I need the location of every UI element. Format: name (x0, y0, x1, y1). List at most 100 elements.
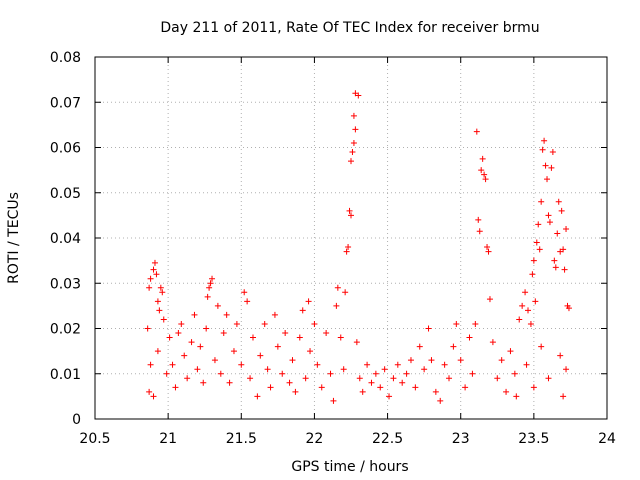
data-point (271, 311, 278, 318)
data-point (150, 266, 157, 273)
data-point (254, 393, 261, 400)
data-point (147, 275, 154, 282)
data-point (551, 257, 558, 264)
data-point (296, 334, 303, 341)
x-tick-label: 20.5 (79, 431, 110, 447)
y-axis-label: ROTI / TECUs (6, 192, 22, 284)
data-point (181, 352, 188, 359)
data-point (412, 384, 419, 391)
data-point (432, 388, 439, 395)
y-tick-label: 0.03 (50, 276, 81, 292)
data-point (348, 158, 354, 165)
y-tick-label: 0.04 (50, 231, 81, 247)
data-point (446, 375, 453, 382)
data-point (220, 330, 227, 337)
data-point (503, 388, 510, 395)
data-point (545, 375, 552, 382)
x-tick-label: 22.5 (372, 431, 403, 447)
x-tick-label: 22 (306, 431, 324, 447)
data-point (350, 112, 357, 119)
data-point (169, 361, 176, 368)
data-point (523, 361, 530, 368)
data-point (546, 219, 553, 226)
data-point (330, 397, 337, 404)
data-point (489, 339, 496, 346)
data-point (494, 375, 501, 382)
data-point (479, 155, 486, 162)
data-point (194, 366, 201, 373)
data-point (466, 334, 473, 341)
data-point (563, 366, 570, 373)
data-point (425, 325, 432, 332)
data-point (172, 384, 179, 391)
data-point (359, 388, 366, 395)
data-point (314, 361, 321, 368)
data-point (203, 325, 210, 332)
data-point (289, 357, 296, 364)
data-point (372, 370, 379, 377)
data-point (441, 361, 448, 368)
data-point (421, 366, 428, 373)
data-point (166, 334, 173, 341)
data-point (450, 343, 457, 350)
data-point (525, 307, 532, 314)
data-point (507, 348, 514, 355)
data-point (532, 298, 539, 305)
data-point (552, 264, 559, 271)
x-tick-label: 21.5 (226, 431, 257, 447)
data-point (327, 370, 334, 377)
data-point (349, 149, 356, 156)
data-point (557, 352, 564, 359)
data-point (535, 221, 542, 228)
data-point (184, 375, 191, 382)
data-point (516, 316, 523, 323)
data-point (533, 239, 540, 246)
data-point (302, 375, 309, 382)
data-point (348, 212, 354, 219)
data-point (244, 298, 251, 305)
data-point (399, 379, 406, 386)
data-point (264, 366, 271, 373)
y-tick-label: 0.02 (50, 322, 81, 338)
data-point (206, 284, 213, 291)
data-point (416, 343, 423, 350)
data-point (476, 228, 483, 235)
data-point (484, 244, 491, 251)
data-point (541, 137, 548, 144)
data-point (555, 198, 562, 205)
data-point (554, 230, 561, 237)
data-point (513, 393, 520, 400)
data-point (368, 379, 375, 386)
data-point (453, 320, 460, 327)
data-point (482, 176, 489, 183)
data-point (355, 92, 362, 99)
data-point (481, 171, 488, 178)
data-point (144, 325, 151, 332)
data-point (153, 271, 160, 278)
data-point (539, 146, 546, 153)
data-points (144, 90, 572, 404)
data-point (257, 352, 264, 359)
data-point (197, 343, 204, 350)
data-point (163, 370, 170, 377)
data-point (558, 207, 565, 214)
data-point (299, 307, 306, 314)
data-point (538, 343, 545, 350)
data-point (146, 388, 153, 395)
data-point (160, 316, 167, 323)
data-point (381, 366, 388, 373)
data-point (154, 348, 161, 355)
data-point (519, 302, 526, 309)
data-point (159, 289, 166, 296)
data-point (457, 357, 464, 364)
x-tick-label: 23.5 (518, 431, 549, 447)
data-point (530, 257, 537, 264)
data-point (204, 293, 211, 300)
axis-ticks: 20.5 21 21.5 22 22.5 23 23.5 24 0 0.01 0.02 0.03 0.0… (50, 50, 616, 447)
y-tick-label: 0.08 (50, 50, 81, 66)
x-tick-label: 23 (452, 431, 470, 447)
data-point (241, 289, 248, 296)
data-point (318, 384, 325, 391)
data-point (542, 162, 549, 169)
